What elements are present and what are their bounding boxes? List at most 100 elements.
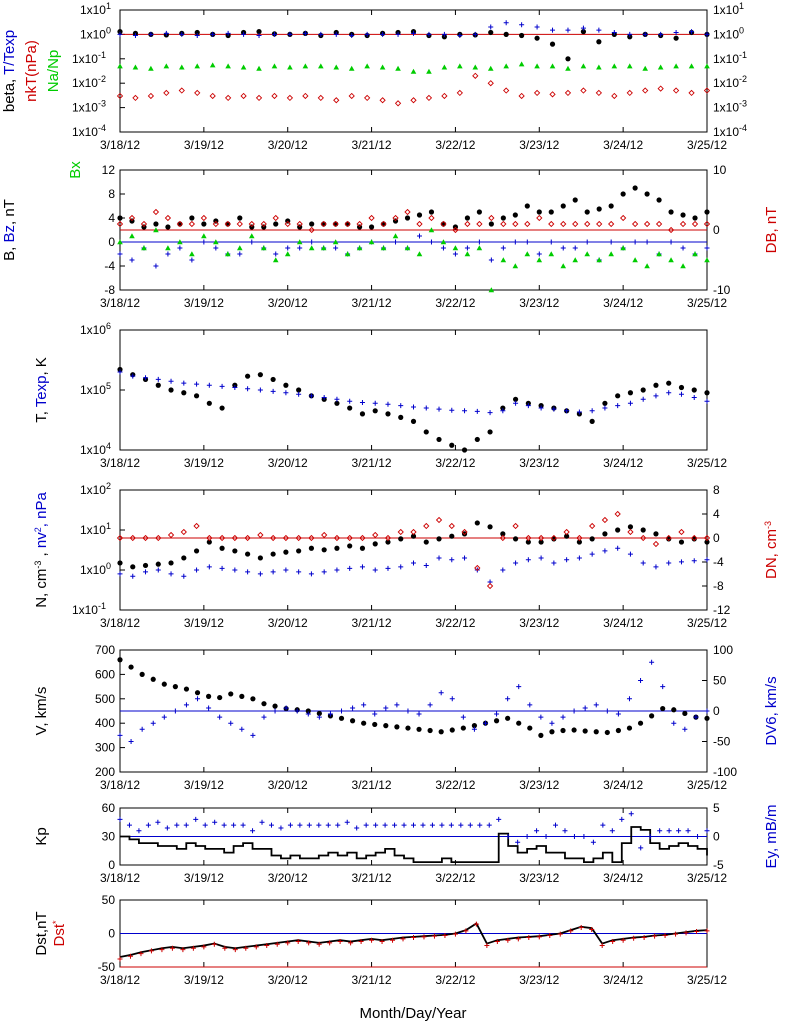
data-point [704,828,710,834]
x-tick-label: 3/24/12 [603,871,643,885]
data-point [642,31,648,37]
series-red [117,921,710,962]
y-axis-title-3: Na/Np [45,50,62,93]
y-axis-title-part-0: beta, [1,75,18,112]
data-point [368,239,375,245]
data-point [129,233,135,239]
data-point [116,220,124,228]
data-point [287,31,293,37]
data-point [176,220,184,228]
y-axis-title: N, cm-3 , nv2, nPa [33,492,50,608]
x-tick-label: 3/25/12 [687,871,727,885]
data-point [488,257,494,263]
data-point [410,533,417,539]
data-point [678,539,685,545]
data-point [464,220,471,228]
data-point [283,549,289,555]
data-point [464,245,470,251]
data-point [658,31,664,37]
data-point [660,705,666,712]
data-point [488,24,494,30]
data-point [660,684,666,690]
data-point [615,393,621,399]
data-point [458,822,464,828]
data-point [656,251,662,257]
data-point [380,31,386,37]
data-point [168,560,174,566]
data-point [261,701,267,707]
data-point [398,564,404,570]
data-point [500,215,506,221]
data-point [608,239,614,245]
data-point [487,524,493,530]
data-point [410,528,417,536]
data-point [703,87,711,94]
data-point [525,557,531,563]
data-point [572,220,579,228]
data-point [580,29,587,35]
y-right-tick-label: 1x100 [713,25,744,41]
data-point [117,956,123,962]
data-point [257,555,263,561]
data-point [161,714,167,720]
data-point [193,522,200,530]
data-point [206,539,212,545]
data-point [136,828,142,834]
y-tick-label: 200 [95,765,115,779]
data-point [551,560,557,566]
data-point [565,27,571,33]
data-point [347,405,353,411]
data-point [662,933,668,939]
data-point [132,94,139,102]
x-tick-label: 3/21/12 [352,871,392,885]
data-point [649,659,655,665]
data-point [476,209,482,215]
x-tick-label: 3/18/12 [100,296,140,310]
data-point [626,696,632,702]
data-point [688,63,695,69]
data-point [308,571,314,577]
x-tick-label: 3/22/12 [435,138,475,152]
data-point [460,725,466,731]
data-point [268,822,274,828]
y-axis-title-part-0: V, km/s [33,687,50,736]
data-point [548,209,554,215]
data-point [117,732,123,738]
data-point [596,257,602,263]
data-point [534,24,540,30]
data-point [398,403,404,409]
data-point [333,221,339,227]
y-right-tick-label: 1x10-3 [713,99,747,115]
x-tick-label: 3/21/12 [352,456,392,470]
data-point [221,822,227,828]
data-point [333,245,339,251]
data-point [296,239,303,245]
data-point [295,939,301,945]
data-point [640,534,647,542]
data-point [704,557,710,563]
data-point [500,405,506,411]
y-tick-label: 1x10-1 [72,50,106,66]
data-point [571,708,577,714]
data-point [515,839,521,845]
y-axis-title: T, Texp, K [33,357,50,423]
data-point [183,686,190,692]
data-point [652,933,658,939]
y-tick-label: 8 [108,187,115,201]
data-point [441,92,448,100]
data-point [614,510,621,518]
data-point [519,22,525,28]
data-point [615,527,621,533]
data-point [692,251,698,257]
data-point [183,702,189,708]
data-point [383,723,389,729]
data-point [640,387,646,393]
data-point [611,92,618,100]
data-point [525,539,531,545]
data-point [128,664,134,670]
data-point [676,828,682,834]
data-point [462,555,468,561]
x-tick-label: 3/23/12 [519,973,559,987]
data-point [201,944,207,950]
x-tick-label: 3/18/12 [100,871,140,885]
